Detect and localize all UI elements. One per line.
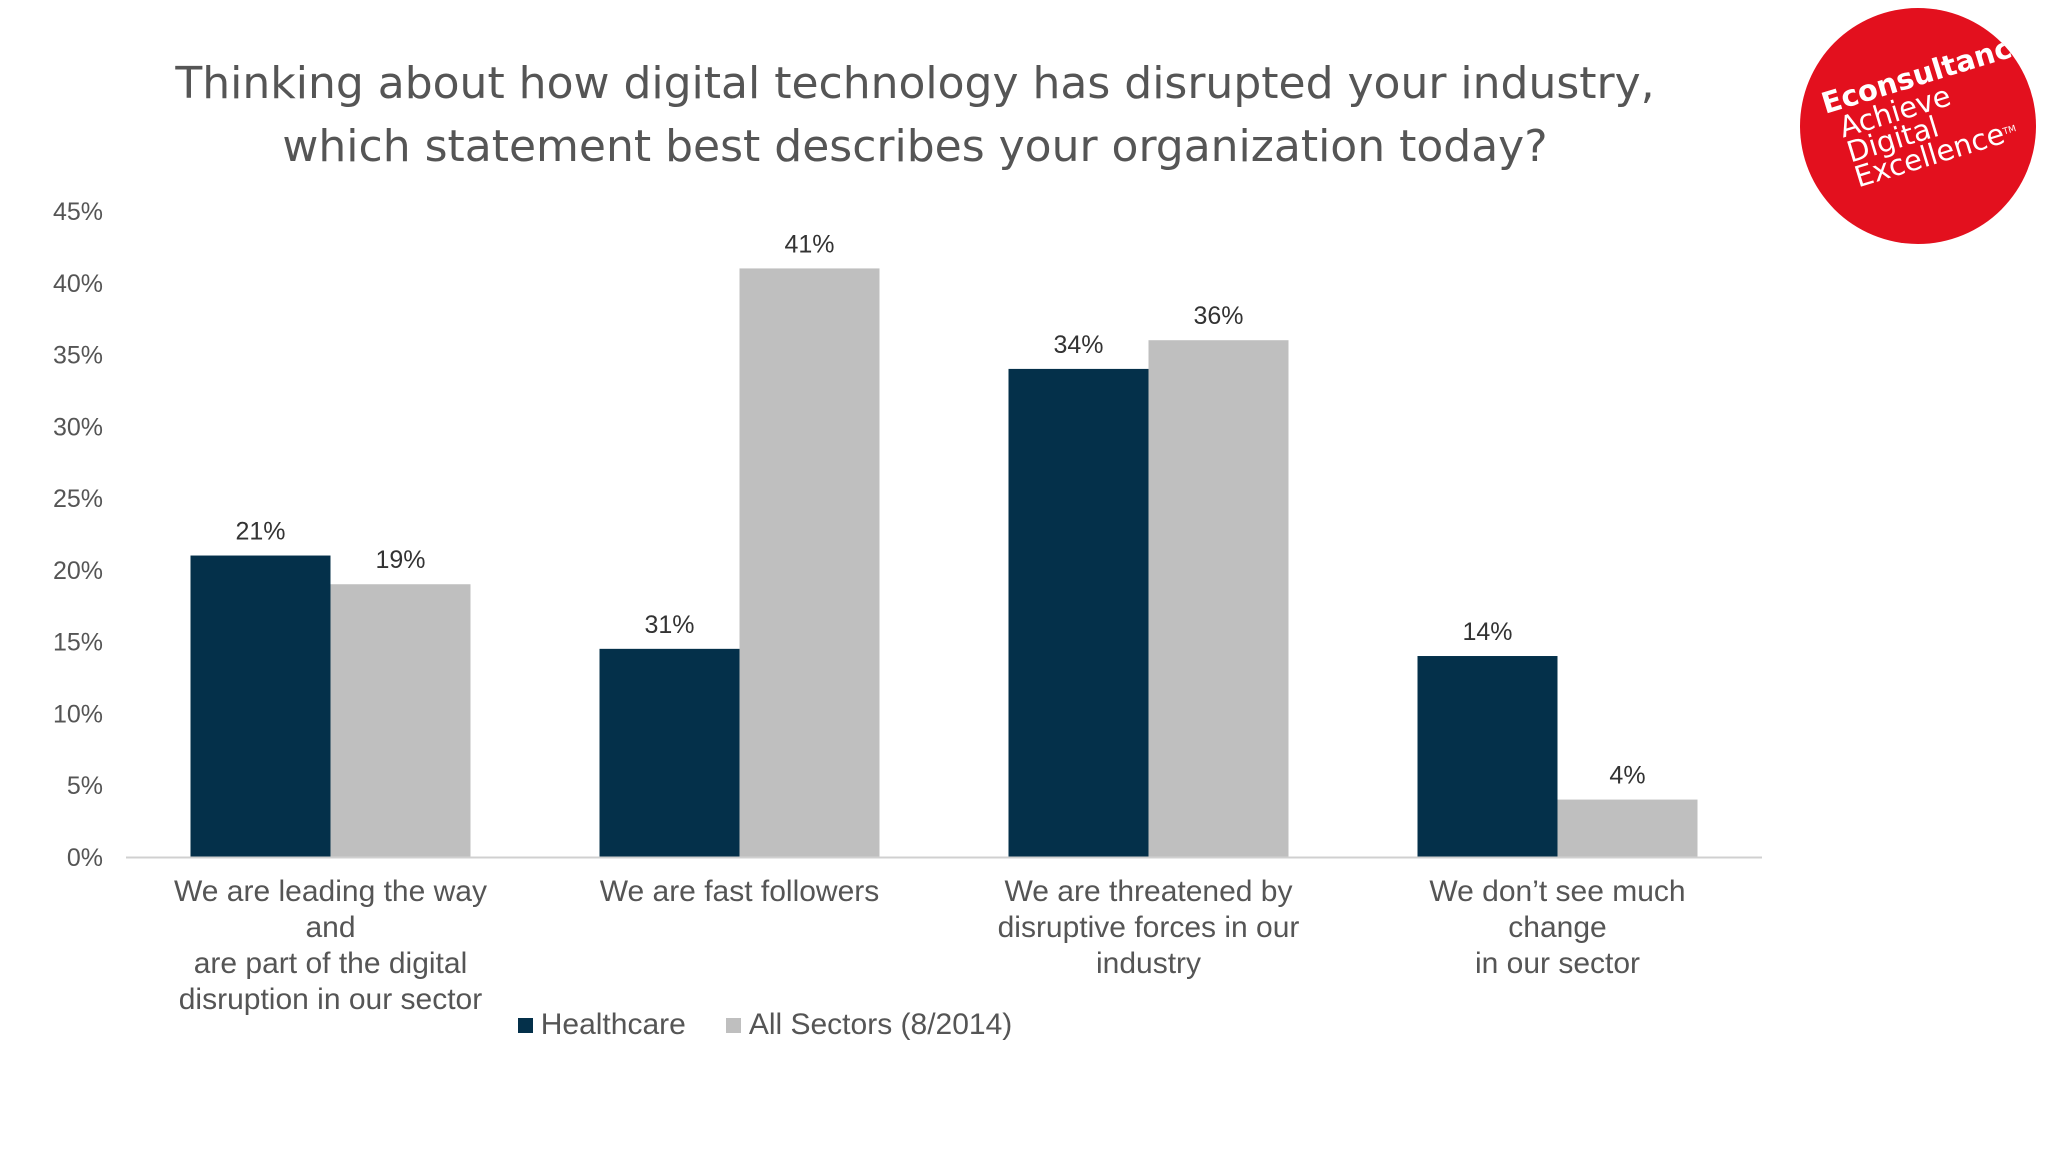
category-label: We don’t see much change in our sector bbox=[1378, 874, 1738, 982]
legend-label-all-sectors: All Sectors (8/2014) bbox=[748, 1008, 1013, 1041]
y-tick-label: 25% bbox=[53, 485, 103, 513]
legend-item-all-sectors: All Sectors (8/2014) bbox=[725, 1008, 1013, 1042]
bar-all-sectors bbox=[330, 584, 471, 857]
legend-swatch-healthcare bbox=[517, 1017, 533, 1033]
bar-healthcare bbox=[190, 555, 331, 857]
data-label: 41% bbox=[784, 230, 834, 258]
y-tick-label: 40% bbox=[53, 270, 103, 298]
y-tick-label: 20% bbox=[53, 557, 103, 585]
legend: Healthcare All Sectors (8/2014) bbox=[0, 1008, 1530, 1042]
category-label-line: disruptive forces in our bbox=[997, 911, 1300, 944]
category-label-line: are part of the digital bbox=[193, 947, 468, 980]
category-label: We are leading the way and are part of th… bbox=[151, 874, 511, 1018]
data-label: 34% bbox=[1053, 331, 1103, 359]
category-label-line: in our sector bbox=[1474, 947, 1641, 980]
chart-title-line-2: which statement best describes your orga… bbox=[282, 121, 1548, 172]
chart-title: Thinking about how digital technology ha… bbox=[130, 52, 1700, 178]
data-label: 36% bbox=[1193, 302, 1243, 330]
data-label: 31% bbox=[644, 611, 694, 639]
category-label-line: disruption in our sector bbox=[178, 983, 483, 1016]
y-tick-label: 0% bbox=[67, 844, 103, 872]
legend-label-healthcare: Healthcare bbox=[540, 1008, 686, 1041]
y-tick-label: 35% bbox=[53, 342, 103, 370]
data-label: 19% bbox=[375, 546, 425, 574]
category-label-line: We are threatened by bbox=[1004, 875, 1293, 908]
y-tick-label: 15% bbox=[53, 629, 103, 657]
category-label: We are fast followers bbox=[560, 874, 920, 910]
bar-all-sectors bbox=[1148, 340, 1289, 857]
bar-healthcare bbox=[1008, 368, 1149, 857]
data-label: 4% bbox=[1609, 762, 1645, 790]
legend-swatch-all-sectors bbox=[725, 1017, 741, 1033]
bar-all-sectors bbox=[739, 268, 880, 857]
chart-title-line-1: Thinking about how digital technology ha… bbox=[175, 58, 1655, 109]
y-tick-label: 5% bbox=[67, 772, 103, 800]
data-label: 14% bbox=[1462, 618, 1512, 646]
legend-item-healthcare: Healthcare bbox=[517, 1008, 686, 1042]
category-label-line: We are fast followers bbox=[599, 875, 880, 908]
category-label-line: We are leading the way and bbox=[174, 875, 487, 944]
bar-healthcare bbox=[1417, 656, 1558, 857]
y-tick-label: 10% bbox=[53, 700, 103, 728]
y-tick-label: 45% bbox=[53, 198, 103, 226]
category-label-line: We don’t see much change bbox=[1429, 875, 1686, 944]
bar-all-sectors bbox=[1557, 799, 1698, 857]
category-label: We are threatened by disruptive forces in… bbox=[969, 874, 1329, 982]
y-tick-label: 30% bbox=[53, 413, 103, 441]
bar-healthcare bbox=[599, 648, 740, 857]
data-label: 21% bbox=[235, 518, 285, 546]
category-label-line: industry bbox=[1095, 947, 1202, 980]
econsultancy-logo: Econsultancy Achieve Digital ExcellenceT… bbox=[1800, 8, 2036, 244]
